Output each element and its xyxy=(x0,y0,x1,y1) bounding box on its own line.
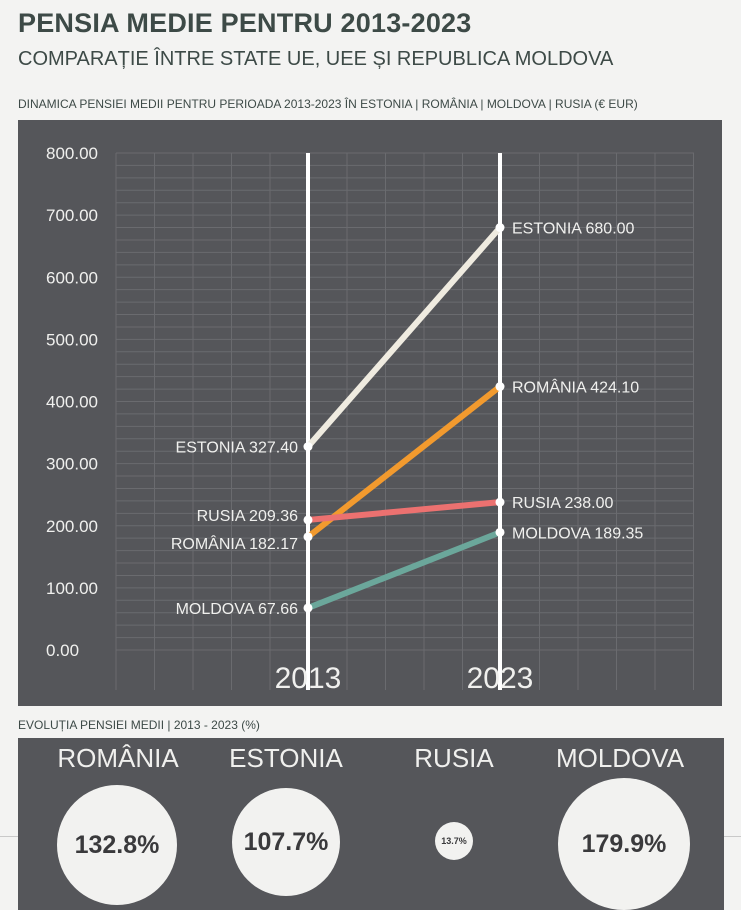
line-chart: 0.00 100.00 200.00 300.00 400.00 500.00 600.00… xyxy=(46,144,694,695)
x-tick-label: 2023 xyxy=(467,662,534,695)
evolution-circle-rusia: 13.7% xyxy=(435,822,473,860)
y-tick-label: 600.00 xyxy=(46,268,98,287)
y-tick-label: 400.00 xyxy=(46,393,98,412)
data-point xyxy=(303,515,313,525)
y-tick-label: 100.00 xyxy=(46,579,98,598)
chart-caption: DINAMICA PENSIEI MEDII PENTRU PERIOADA 2… xyxy=(18,97,638,111)
line-chart-panel: 0.00 100.00 200.00 300.00 400.00 500.00 600.00… xyxy=(18,120,722,706)
y-tick-label: 0.00 xyxy=(46,641,79,660)
evolution-panel: ROMÂNIA 132.8% ESTONIA 107.7% RUSIA 13.7… xyxy=(18,738,724,910)
evolution-circle-moldova: 179.9% xyxy=(558,778,690,910)
page-title: PENSIA MEDIE PENTRU 2013-2023 xyxy=(18,8,472,38)
data-point xyxy=(495,527,505,537)
data-point xyxy=(495,223,505,233)
evolution-name-rusia: RUSIA xyxy=(414,743,494,773)
data-label: ROMÂNIA 182.17 xyxy=(171,534,298,553)
y-tick-label: 300.00 xyxy=(46,455,98,474)
data-label: ROMÂNIA 424.10 xyxy=(512,378,639,397)
data-label: RUSIA 209.36 xyxy=(197,508,299,525)
series-line-rusia xyxy=(305,499,503,523)
evolution-value-romania: 132.8% xyxy=(74,830,160,859)
data-point xyxy=(303,603,313,613)
evolution-name-estonia: ESTONIA xyxy=(229,743,343,773)
data-label: MOLDOVA 189.35 xyxy=(512,525,643,542)
data-label: MOLDOVA 67.66 xyxy=(176,601,299,618)
page-subtitle: COMPARAȚIE ÎNTRE STATE UE, UEE ȘI REPUBL… xyxy=(18,48,614,70)
evolution-caption: EVOLUȚIA PENSIEI MEDII | 2013 - 2023 (%) xyxy=(18,718,260,732)
series-line-românia xyxy=(305,383,503,540)
series-line-moldova xyxy=(305,529,503,611)
y-tick-label: 200.00 xyxy=(46,517,98,536)
evolution-value-rusia: 13.7% xyxy=(441,836,467,846)
evolution-value-moldova: 179.9% xyxy=(581,829,667,858)
data-point xyxy=(303,532,313,542)
y-tick-label: 500.00 xyxy=(46,330,98,349)
series-line-estonia xyxy=(305,224,503,450)
y-tick-label: 700.00 xyxy=(46,206,98,225)
y-tick-label: 800.00 xyxy=(46,144,98,163)
data-point xyxy=(495,382,505,392)
evolution-circle-estonia: 107.7% xyxy=(232,788,340,896)
data-label: ESTONIA 680.00 xyxy=(512,221,635,238)
evolution-name-romania: ROMÂNIA xyxy=(57,743,179,773)
data-label: RUSIA 238.00 xyxy=(512,495,614,512)
evolution-name-moldova: MOLDOVA xyxy=(555,743,685,773)
data-point xyxy=(495,497,505,507)
evolution-value-estonia: 107.7% xyxy=(243,827,329,856)
data-label: ESTONIA 327.40 xyxy=(176,440,299,457)
x-tick-label: 2013 xyxy=(275,662,342,695)
data-point xyxy=(303,442,313,452)
evolution-circle-romania: 132.8% xyxy=(57,785,177,905)
